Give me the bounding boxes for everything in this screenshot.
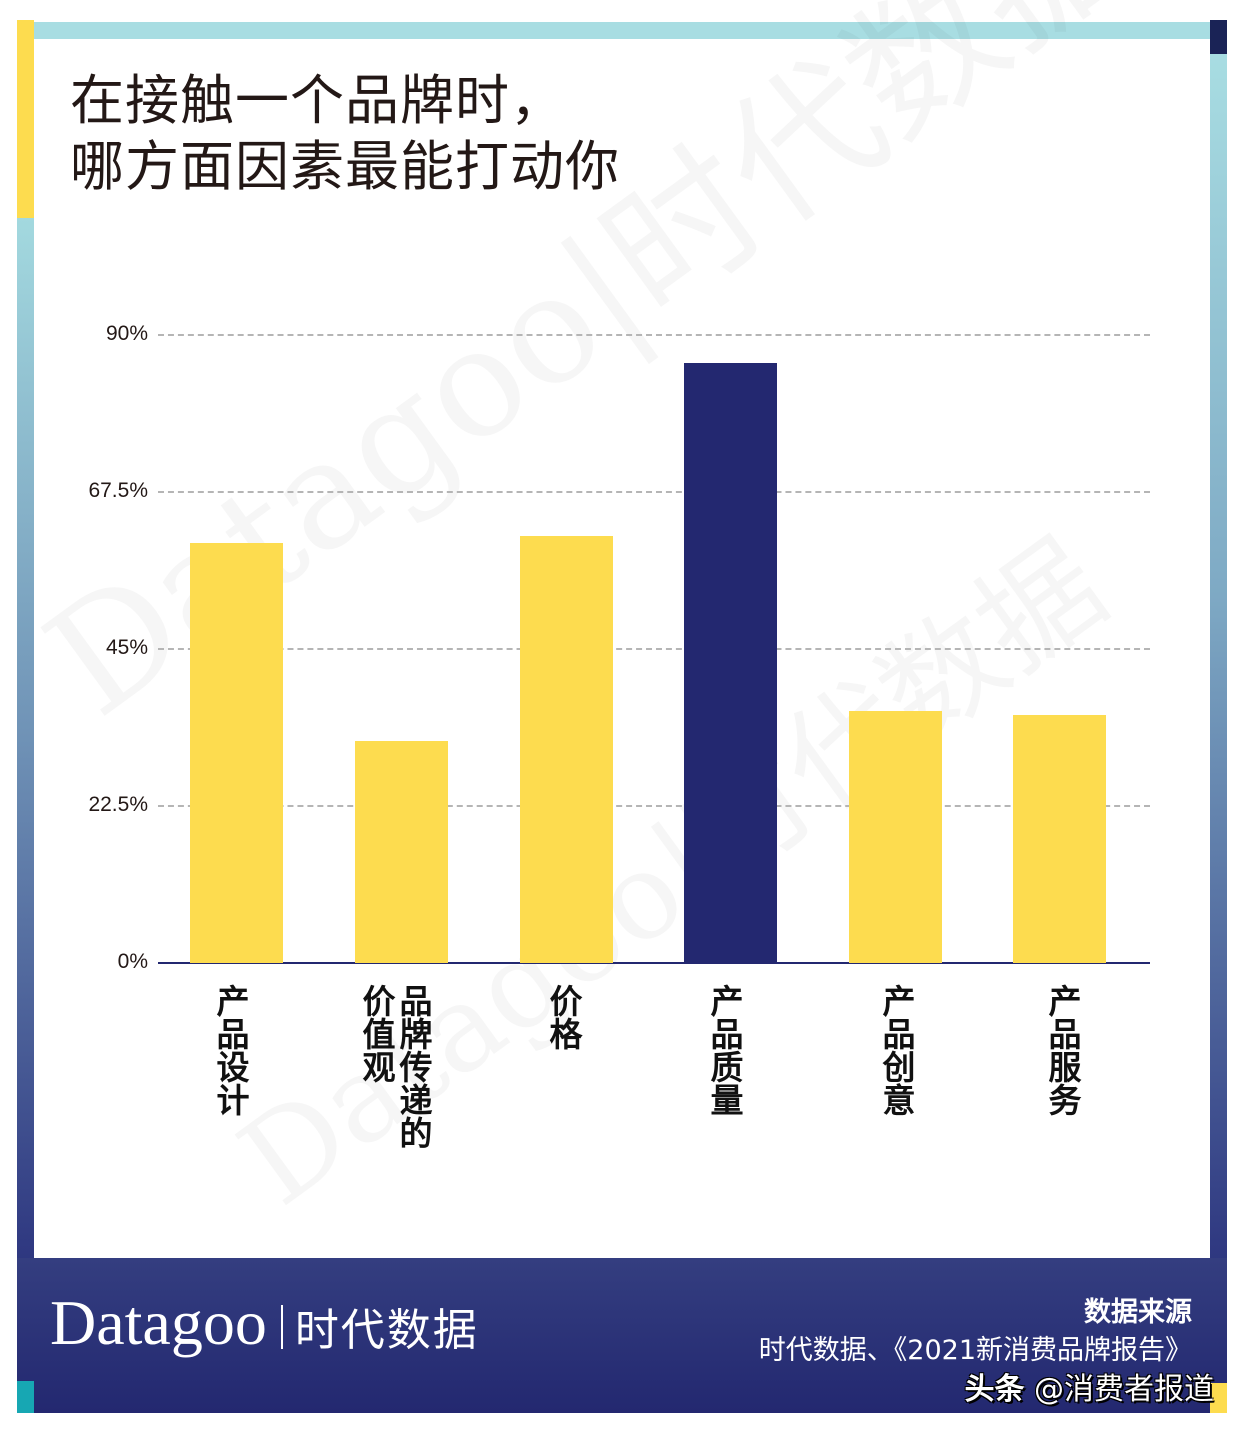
- x-axis-category-label: 产品创意: [877, 984, 916, 1116]
- y-axis-tick-label: 22.5%: [88, 793, 148, 816]
- right-border: [1210, 54, 1227, 1260]
- corner-accent-bottom-right: [1210, 1383, 1227, 1413]
- chart-title-line-2: 哪方面因素最能打动你: [70, 135, 620, 198]
- x-axis-baseline: [158, 962, 1150, 964]
- x-axis-category-label: 产品质量: [705, 984, 744, 1116]
- y-axis-tick-label: 0%: [117, 950, 148, 973]
- top-border: [33, 22, 1210, 39]
- brand-name-cn: 时代数据: [294, 1305, 479, 1356]
- left-accent-yellow: [17, 20, 34, 218]
- chart-title-line-1: 在接触一个品牌时，: [70, 69, 565, 132]
- source-text: 时代数据、《2021新消费品牌报告》: [758, 1335, 1192, 1366]
- y-axis-tick-label: 45%: [105, 636, 148, 659]
- source-heading: 数据来源: [1084, 1297, 1192, 1328]
- credit-handle: @消费者报道: [1034, 1372, 1214, 1407]
- credit-watermark: 头条 @消费者报道: [964, 1364, 1214, 1408]
- bar-1: [190, 542, 283, 963]
- x-axis-category-label: 价格: [544, 984, 583, 1050]
- brand-name-en: Datagoo: [50, 1287, 267, 1358]
- corner-accent-top-right: [1210, 20, 1227, 54]
- gridline: [158, 805, 1150, 807]
- gridline: [158, 334, 1150, 336]
- corner-accent-bottom-left: [17, 1381, 34, 1413]
- brand-separator: [280, 1305, 283, 1349]
- brand-logo: Datagoo 时代数据: [50, 1286, 479, 1360]
- x-axis-category-label: 产品设计: [211, 984, 250, 1116]
- left-border: [17, 218, 34, 1260]
- bar-5: [849, 711, 942, 963]
- y-axis-tick-label: 67.5%: [88, 479, 148, 502]
- gridline: [158, 648, 1150, 650]
- bar-2: [355, 741, 448, 963]
- credit-platform: 头条: [964, 1372, 1025, 1407]
- x-axis-category-label: 产品服务: [1043, 984, 1082, 1116]
- chart-title: 在接触一个品牌时， 哪方面因素最能打动你: [70, 68, 620, 200]
- y-axis-tick-label: 90%: [105, 322, 148, 345]
- bar-3: [520, 535, 613, 963]
- x-axis-category-label: 品牌传递的价值观: [357, 984, 433, 1149]
- bar-6: [1013, 715, 1106, 963]
- bar-4: [684, 362, 777, 963]
- footer: [17, 1258, 1227, 1413]
- gridline: [158, 491, 1150, 493]
